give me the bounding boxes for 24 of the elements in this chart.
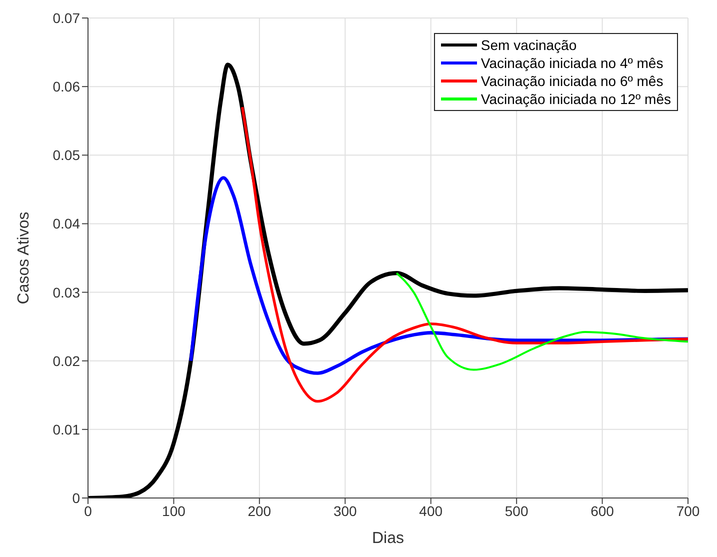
y-tick-label: 0.05 bbox=[52, 147, 80, 164]
legend-label: Vacinação iniciada no 12º mês bbox=[480, 90, 671, 108]
y-axis-title: Casos Ativos bbox=[16, 212, 33, 304]
y-tick-label: 0.06 bbox=[52, 78, 80, 95]
x-tick-label: 300 bbox=[333, 502, 358, 519]
y-tick-label: 0.04 bbox=[52, 216, 80, 232]
legend-label: Vacinação iniciada no 6º mês bbox=[480, 72, 664, 90]
x-tick-label: 0 bbox=[84, 502, 92, 519]
line-series bbox=[396, 272, 688, 371]
y-tick-label: 0.01 bbox=[52, 421, 80, 438]
y-tick-label: 0 bbox=[72, 490, 80, 506]
x-axis-title: Dias bbox=[372, 530, 404, 547]
legend-label: Vacinação iniciada no 4º mês bbox=[480, 54, 664, 72]
x-tick-label: 100 bbox=[162, 502, 186, 519]
line-series bbox=[240, 106, 688, 403]
legend-label: Sem vacinação bbox=[480, 36, 577, 54]
x-tick-label: 500 bbox=[504, 502, 528, 519]
y-tick-label: 0.02 bbox=[52, 352, 80, 369]
x-tick-label: 700 bbox=[676, 502, 700, 519]
y-tick-label: 0.03 bbox=[52, 284, 80, 300]
x-tick-label: 400 bbox=[419, 502, 443, 519]
x-tick-label: 200 bbox=[248, 502, 272, 519]
x-tick-label: 600 bbox=[590, 502, 614, 519]
y-tick-label: 0.07 bbox=[52, 10, 80, 26]
